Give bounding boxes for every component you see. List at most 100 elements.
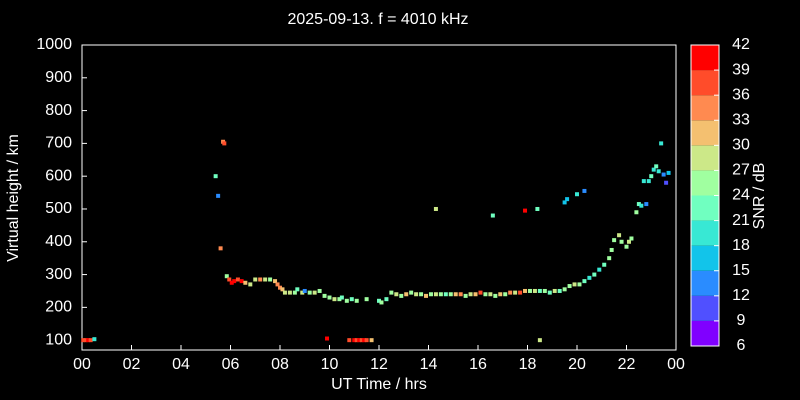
data-point xyxy=(239,279,244,284)
data-point xyxy=(227,277,232,282)
colorbar-swatch xyxy=(691,95,719,121)
data-point xyxy=(565,197,570,202)
data-point xyxy=(295,287,300,292)
data-point xyxy=(448,292,453,297)
data-point xyxy=(490,213,495,218)
data-point xyxy=(322,293,327,298)
x-axis-label: UT Time / hrs xyxy=(331,376,427,393)
data-point xyxy=(641,179,646,184)
colorbar-tick-label: 18 xyxy=(732,237,750,254)
data-point xyxy=(81,338,86,343)
y-tick-label: 700 xyxy=(45,135,72,152)
data-point xyxy=(624,244,629,249)
data-point xyxy=(344,298,349,303)
data-point xyxy=(656,169,661,174)
colorbar-swatch xyxy=(691,120,719,146)
data-point xyxy=(300,290,305,295)
data-point xyxy=(498,292,503,297)
data-point xyxy=(562,200,567,205)
data-point xyxy=(218,246,223,251)
data-point xyxy=(532,288,537,293)
data-point xyxy=(229,280,234,285)
data-point xyxy=(567,284,572,289)
data-point xyxy=(347,338,352,343)
data-point xyxy=(473,292,478,297)
data-point xyxy=(612,238,617,243)
x-tick-label: 02 xyxy=(123,356,141,373)
data-point xyxy=(523,288,528,293)
data-point xyxy=(282,290,287,295)
colorbar-swatch xyxy=(691,245,719,271)
data-point xyxy=(592,272,597,277)
data-point xyxy=(275,282,280,287)
y-tick-label: 100 xyxy=(45,331,72,348)
data-point xyxy=(636,202,641,207)
colorbar-swatch xyxy=(691,220,719,246)
colorbar-tick-label: 39 xyxy=(732,61,750,78)
data-point xyxy=(352,338,357,343)
data-point xyxy=(659,141,664,146)
colorbar-swatch xyxy=(691,70,719,96)
chart-title: 2025-09-13. f = 4010 kHz xyxy=(287,11,468,28)
data-point xyxy=(332,297,337,302)
y-tick-label: 500 xyxy=(45,200,72,217)
x-tick-label: 16 xyxy=(469,356,487,373)
data-point xyxy=(626,239,631,244)
y-tick-label: 800 xyxy=(45,102,72,119)
data-point xyxy=(602,262,607,267)
data-point xyxy=(468,292,473,297)
colorbar-tick-label: 33 xyxy=(732,111,750,128)
data-point xyxy=(280,287,285,292)
colorbar-tick-label: 15 xyxy=(732,262,750,279)
colorbar-swatch xyxy=(691,145,719,171)
y-tick-label: 300 xyxy=(45,266,72,283)
data-point xyxy=(488,292,493,297)
data-point xyxy=(557,288,562,293)
data-point xyxy=(639,203,644,208)
colorbar-swatch xyxy=(691,170,719,196)
data-point xyxy=(394,292,399,297)
data-point xyxy=(577,282,582,287)
data-point xyxy=(312,290,317,295)
data-point xyxy=(243,280,248,285)
data-point xyxy=(349,297,354,302)
data-point xyxy=(364,338,369,343)
data-point xyxy=(428,292,433,297)
data-point xyxy=(523,208,528,213)
data-point xyxy=(582,279,587,284)
data-point xyxy=(646,179,651,184)
data-point xyxy=(478,290,483,295)
colorbar-swatch xyxy=(691,195,719,221)
data-point xyxy=(629,236,634,241)
data-point xyxy=(287,290,292,295)
data-point xyxy=(547,290,552,295)
x-tick-label: 10 xyxy=(321,356,339,373)
data-point xyxy=(424,293,429,298)
data-point xyxy=(409,290,414,295)
y-tick-label: 1000 xyxy=(36,36,72,53)
data-point xyxy=(292,290,297,295)
data-point xyxy=(232,279,237,284)
data-point xyxy=(513,290,518,295)
data-point xyxy=(508,290,513,295)
x-tick-label: 20 xyxy=(568,356,586,373)
data-point xyxy=(617,233,622,238)
data-point xyxy=(362,338,367,343)
data-point xyxy=(609,247,614,252)
colorbar-tick-label: 12 xyxy=(732,287,750,304)
colorbar-swatch xyxy=(691,270,719,296)
data-point xyxy=(537,288,542,293)
data-point xyxy=(354,338,359,343)
data-point xyxy=(268,277,273,282)
data-point xyxy=(552,288,557,293)
data-point xyxy=(258,277,263,282)
data-point xyxy=(389,290,394,295)
data-point xyxy=(278,285,282,290)
data-point xyxy=(83,338,88,343)
data-point xyxy=(379,300,384,305)
colorbar-tick-label: 30 xyxy=(732,137,750,154)
data-point xyxy=(634,210,639,215)
data-point xyxy=(575,192,579,197)
data-point xyxy=(357,338,362,343)
data-point xyxy=(263,277,268,282)
